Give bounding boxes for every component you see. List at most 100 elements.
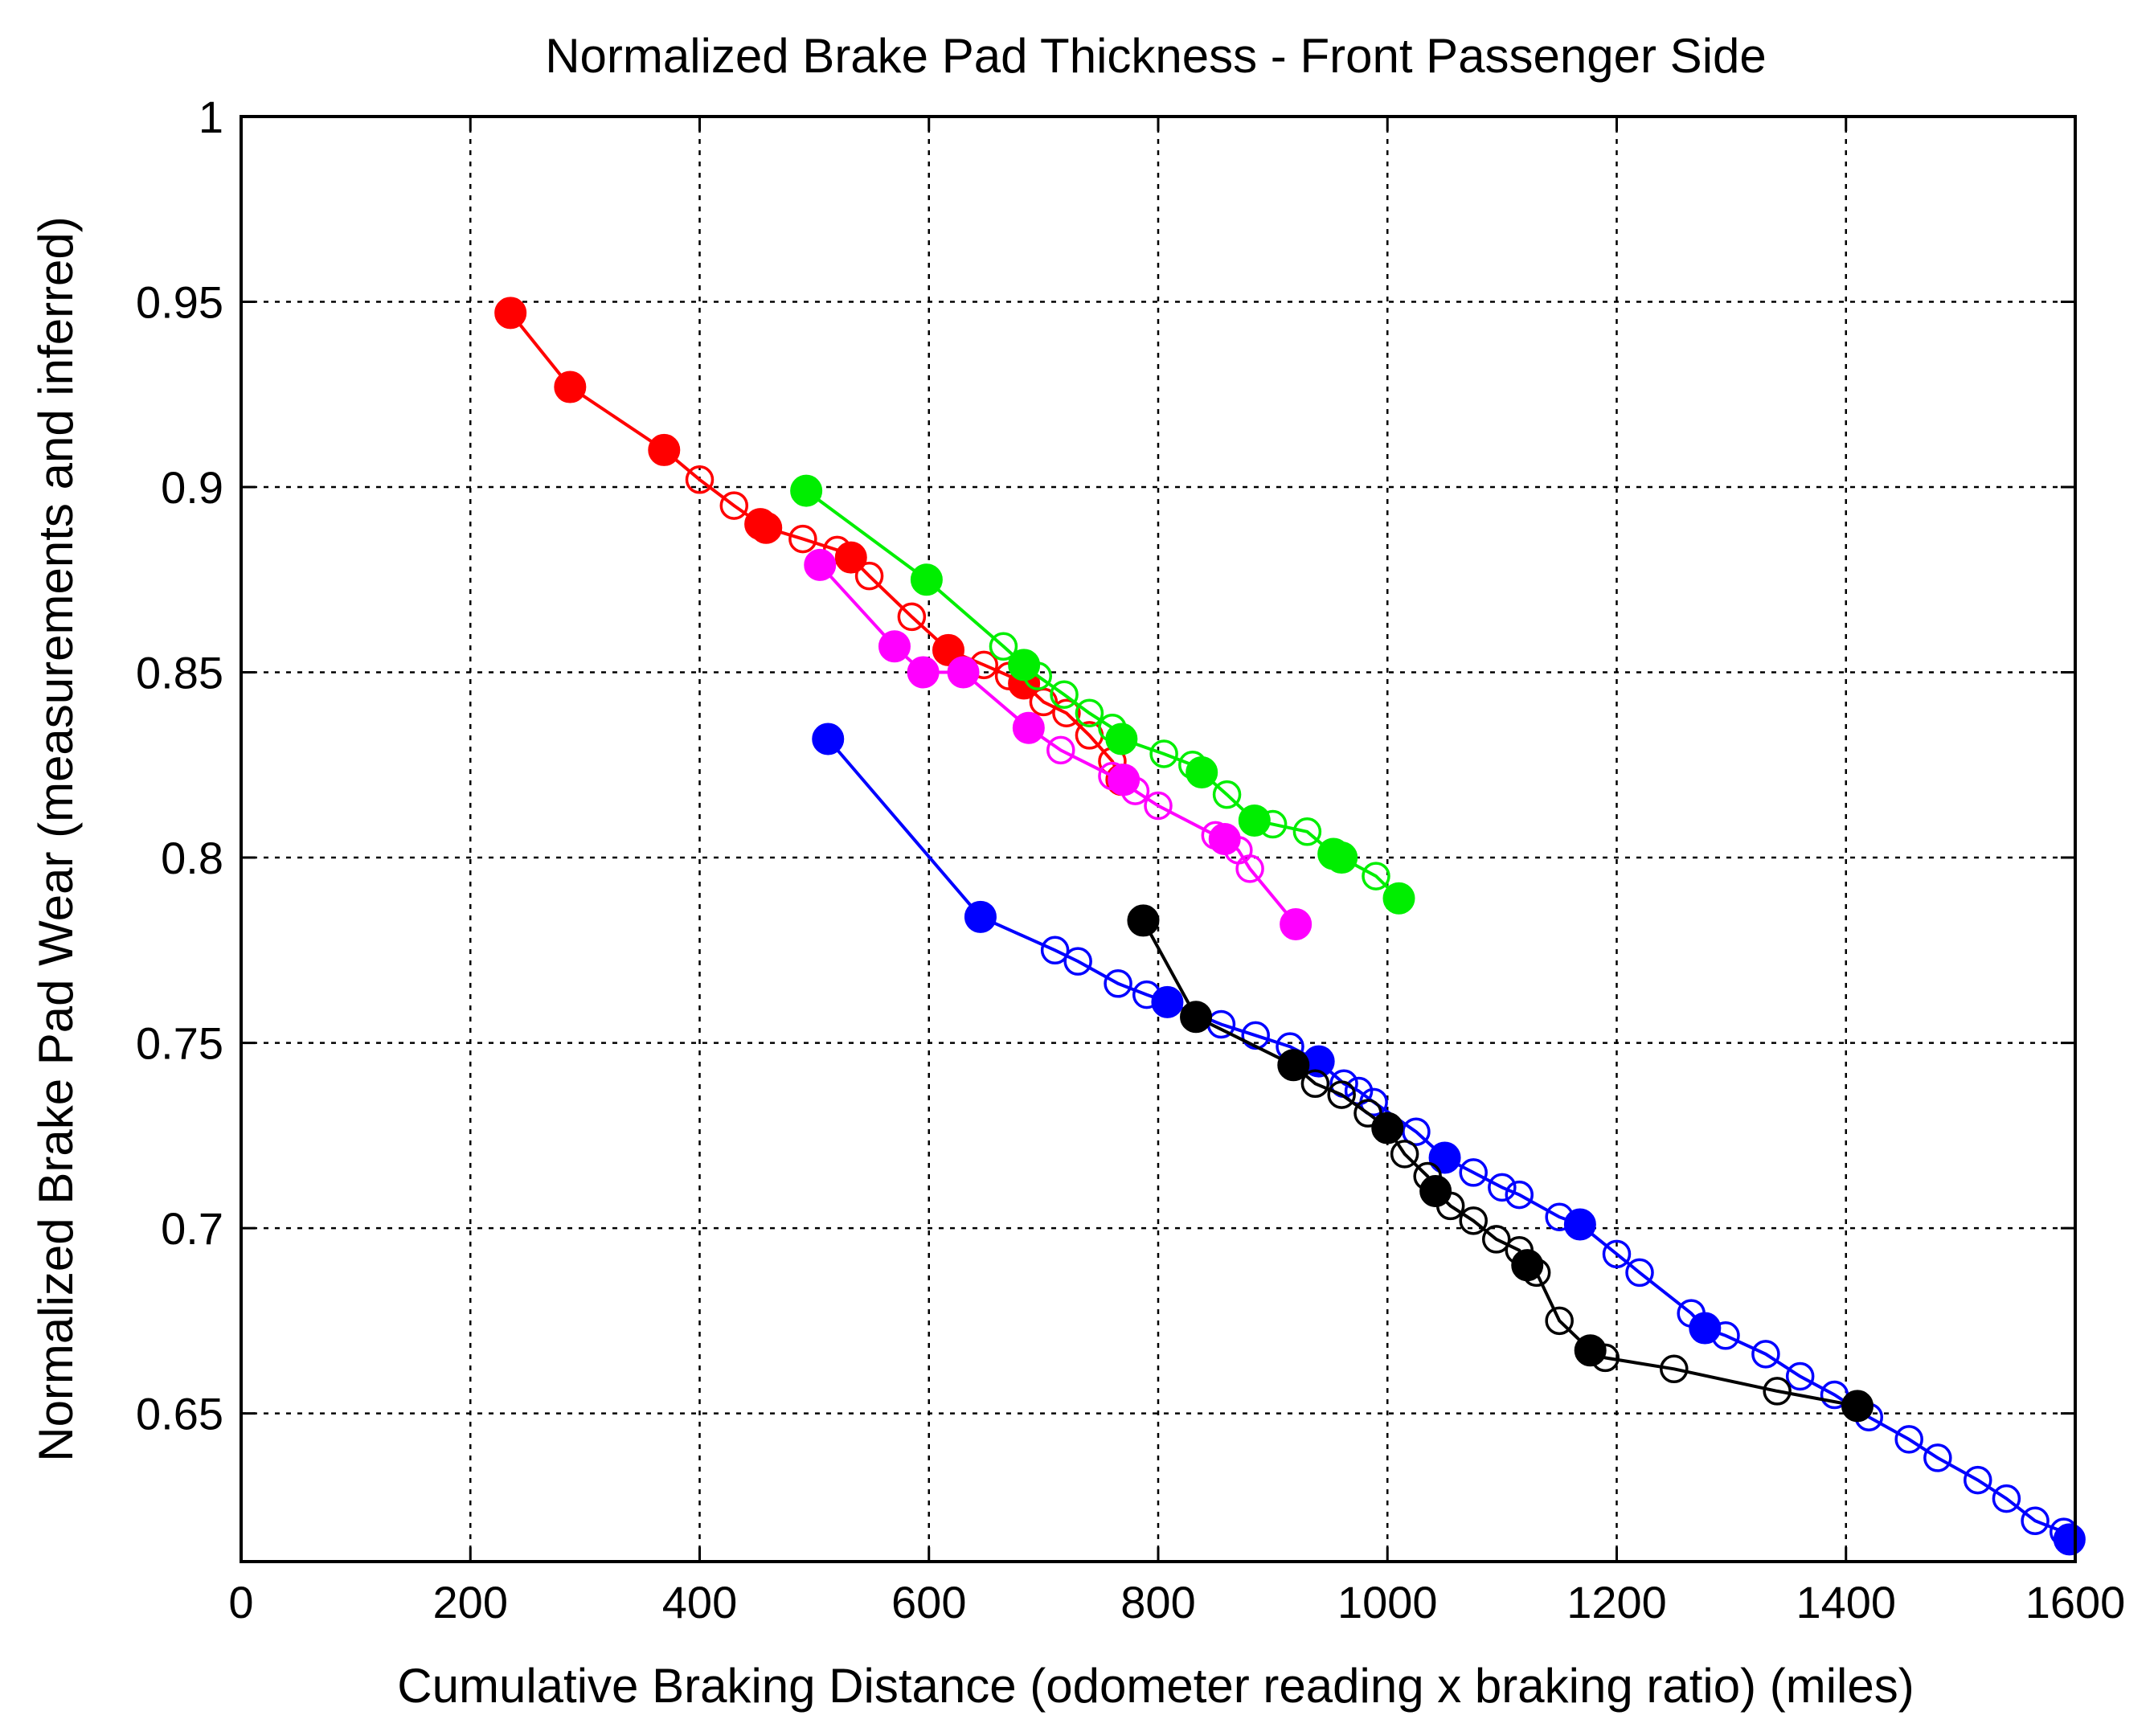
measured-point <box>1151 985 1184 1018</box>
inferred-point <box>1362 862 1390 891</box>
inferred-point <box>1964 1465 1992 1495</box>
measured-point <box>964 900 997 933</box>
measured-point <box>947 656 980 689</box>
inferred-point <box>1459 1158 1488 1187</box>
measured-point <box>554 371 587 403</box>
measured-point <box>812 723 845 755</box>
inferred-point <box>1235 854 1264 883</box>
y-tick-label: 0.75 <box>136 1018 223 1069</box>
measured-point <box>790 474 823 507</box>
measured-point <box>1186 756 1218 789</box>
inferred-point <box>1327 1080 1356 1109</box>
inferred-point <box>897 602 927 632</box>
inferred-point <box>1602 1239 1632 1269</box>
measured-point <box>1280 908 1312 941</box>
inferred-point <box>1241 1021 1270 1050</box>
inferred-point <box>1390 1140 1419 1169</box>
measured-point <box>1419 1174 1452 1207</box>
inferred-point <box>854 561 884 591</box>
inferred-point <box>685 465 715 494</box>
y-tick-label: 0.85 <box>136 648 223 698</box>
inferred-point <box>1402 1117 1431 1146</box>
inferred-point <box>1894 1425 1923 1454</box>
measured-point <box>1689 1312 1722 1345</box>
measured-point <box>1008 649 1041 682</box>
x-tick-label: 200 <box>433 1577 508 1628</box>
inferred-point <box>719 491 749 520</box>
series-line-magenta <box>818 563 1297 926</box>
inferred-point <box>1763 1377 1792 1406</box>
inferred-point <box>1459 1206 1488 1235</box>
measured-point <box>1277 1049 1310 1082</box>
measured-point <box>1574 1334 1607 1367</box>
measured-point <box>910 563 943 596</box>
measured-point <box>1382 882 1415 915</box>
measured-point <box>494 297 527 330</box>
x-tick-label: 600 <box>891 1577 966 1628</box>
series-line-blue <box>826 738 2071 1541</box>
measured-point <box>1563 1208 1596 1241</box>
series-line-red <box>509 312 1124 781</box>
y-tick-label: 0.65 <box>136 1389 223 1439</box>
series-line-green <box>805 489 1400 900</box>
inferred-point <box>1104 969 1132 998</box>
inferred-point <box>1751 1340 1780 1369</box>
y-tick-label: 0.9 <box>161 462 223 513</box>
measured-point <box>1511 1249 1544 1282</box>
measured-point <box>750 511 783 544</box>
inferred-point <box>1505 1180 1534 1210</box>
y-tick-label: 1 <box>199 92 223 142</box>
measured-point <box>932 633 964 666</box>
inferred-point <box>1040 936 1070 965</box>
inferred-point <box>1300 1069 1330 1099</box>
measured-point <box>834 541 867 574</box>
inferred-point <box>1545 1306 1574 1336</box>
measured-point <box>1127 904 1160 937</box>
inferred-point <box>1212 780 1242 809</box>
y-axis-label: Normalized Brake Pad Wear (measurements … <box>29 216 83 1462</box>
inferred-point <box>1923 1443 1952 1472</box>
measured-point <box>1325 841 1358 874</box>
series-magenta <box>804 548 1312 941</box>
measured-point <box>1428 1141 1461 1174</box>
chart-title: Normalized Brake Pad Thickness - Front P… <box>545 29 1767 83</box>
series-blue <box>812 723 2086 1556</box>
inferred-point <box>1149 739 1178 768</box>
series-green <box>790 474 1415 915</box>
inferred-point <box>1481 1225 1511 1254</box>
measured-point <box>804 548 837 581</box>
measured-point <box>1108 764 1140 796</box>
measured-point <box>1238 804 1271 837</box>
inferred-point <box>1050 680 1079 709</box>
inferred-point <box>1144 791 1173 821</box>
x-tick-label: 400 <box>662 1577 737 1628</box>
measured-point <box>2053 1523 2086 1556</box>
measured-point <box>1208 823 1241 855</box>
measured-point <box>1105 723 1138 755</box>
y-tick-label: 0.7 <box>161 1203 223 1254</box>
x-tick-label: 0 <box>228 1577 253 1628</box>
inferred-point <box>1075 698 1104 728</box>
inferred-point <box>788 524 817 554</box>
inferred-point <box>1052 698 1081 728</box>
inferred-point <box>2021 1506 2050 1536</box>
measured-point <box>1841 1390 1874 1423</box>
inferred-point <box>1625 1258 1654 1288</box>
x-axis-label: Cumulative Braking Distance (odometer re… <box>397 1659 1914 1713</box>
x-tick-label: 1400 <box>1796 1577 1896 1628</box>
measured-point <box>878 630 911 663</box>
data-series <box>494 297 2086 1556</box>
inferred-point <box>1046 735 1075 765</box>
x-tick-label: 1000 <box>1337 1577 1438 1628</box>
measured-point <box>1371 1112 1404 1144</box>
measured-point <box>648 433 681 466</box>
inferred-point <box>1353 1099 1382 1128</box>
inferred-point <box>1292 817 1322 846</box>
x-tick-label: 1600 <box>2025 1577 2126 1628</box>
inferred-point <box>1992 1484 2021 1513</box>
series-black <box>1127 904 1874 1423</box>
inferred-point <box>1029 687 1059 717</box>
x-tick-label: 800 <box>1120 1577 1195 1628</box>
axis-ticks: 0 200 400 600 800 1000 1200 1400 1600 0.65 0.7 0.75… <box>136 92 2125 1628</box>
